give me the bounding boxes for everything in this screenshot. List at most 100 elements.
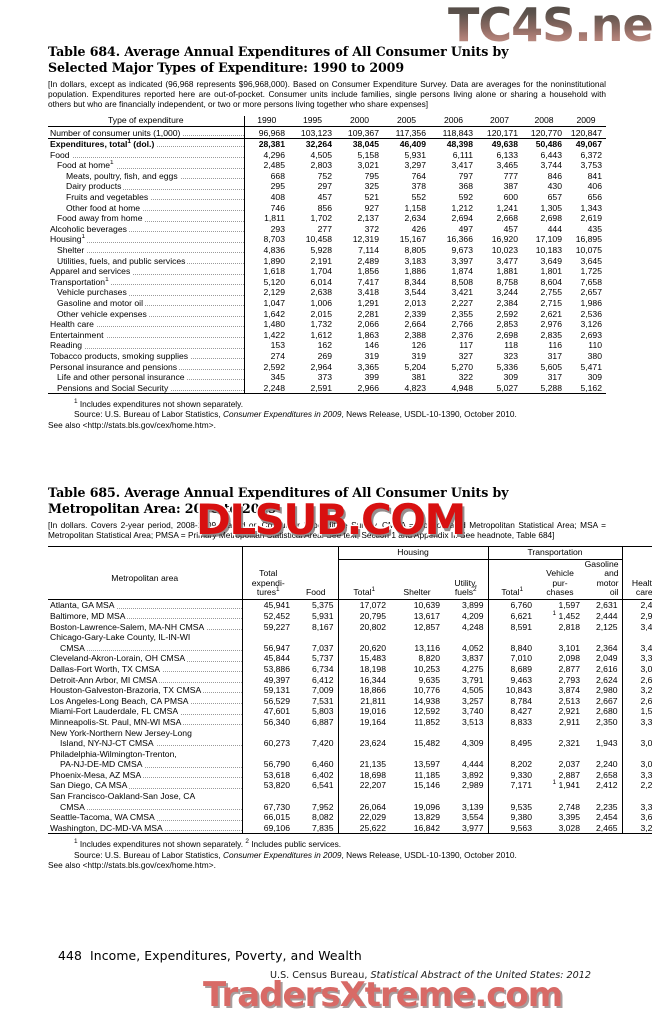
table-cell: 297 (317, 181, 332, 192)
table-684-col-2000: 2000 (349, 114, 370, 125)
table-cell: 7,171 (487, 780, 536, 791)
table-cell: 1,006 (310, 298, 332, 308)
table-cell: 5,375 (294, 599, 338, 611)
table-685-col-health-care: Health care (621, 559, 652, 600)
table-cell: 8,427 (487, 706, 536, 717)
table-cell: 16,920 (491, 234, 518, 245)
row-label: Houston-Galveston-Brazoria, TX CMSA (48, 685, 242, 696)
table-cell (294, 791, 338, 802)
table-cell: 2,680 (596, 706, 618, 717)
table-cell: 3,977 (444, 822, 488, 835)
row-label: Fruits and vegetables (48, 192, 244, 203)
table-cell: 5,120 (243, 276, 289, 288)
table-cell: 668 (243, 170, 289, 182)
table-cell: 10,776 (413, 685, 440, 696)
table-cell (337, 748, 390, 759)
table-cell: 2,355 (451, 308, 473, 319)
table-cell: 2,465 (584, 822, 623, 835)
table-row: Health care 1,480 1,732 2,066 2,664 2,766 2,85… (48, 318, 606, 330)
row-label: Life and other personal insurance (48, 372, 244, 383)
footnote-marker: 1 (74, 398, 78, 406)
table-cell: 327 (458, 350, 473, 361)
table-row: Pensions and Social Security 2,248 2,591 2,… (48, 382, 606, 395)
table-684-col-2007: 2007 (489, 114, 510, 125)
table-cell: 2,536 (580, 308, 602, 319)
table-cell: 5,162 (566, 382, 606, 395)
table-cell: 9,463 (487, 674, 536, 685)
table-row: Baltimore, MD MSA 52,452 5,931 20,795 13,617… (48, 610, 652, 622)
row-label: Personal insurance and pensions (48, 361, 244, 372)
table-cell: 1,811 (243, 212, 289, 224)
row-label: Health care (48, 319, 244, 330)
table-685-col-vehicle-purchases: Vehicle pur- chases (546, 568, 574, 598)
table-cell (621, 748, 652, 759)
table-cell: 5,027 (477, 382, 522, 395)
row-label: Alcoholic beverages (48, 223, 244, 235)
table-cell: 4,948 (430, 382, 477, 395)
table-cell (536, 748, 584, 759)
table-cell: 1,642 (243, 308, 289, 319)
table-cell: 1,890 (243, 255, 289, 266)
table-cell: 1,732 (310, 319, 332, 330)
row-label: Other food at home (48, 202, 244, 213)
table-cell: 3,740 (461, 706, 484, 717)
table-cell (241, 631, 294, 643)
table-cell: 1,702 (310, 213, 332, 224)
table-cell: 444 (547, 223, 562, 234)
table-cell: 3,183 (404, 255, 426, 266)
row-label: Dairy products (48, 181, 244, 192)
table-685-col-utility-fuels: Utility, fuels2 (454, 577, 478, 598)
table-685-group-housing: Housing (337, 546, 488, 560)
table-cell (536, 791, 584, 802)
table-cell: 295 (243, 181, 289, 192)
table-cell: 2,235 (596, 801, 618, 812)
table-cell: 10,843 (487, 684, 536, 696)
table-row: Gasoline and motor oil 1,047 1,006 1,291 2,0… (48, 297, 606, 309)
table-cell: 6,111 (452, 149, 473, 160)
table-cell: 2,818 (558, 621, 580, 632)
table-cell: 5,204 (404, 361, 426, 372)
table-cell: 592 (458, 192, 473, 203)
table-cell: 9,330 (487, 769, 536, 781)
table-cell: 146 (364, 340, 379, 351)
table-cell: 60,273 (241, 737, 294, 749)
table-cell: 1,291 (357, 298, 379, 308)
table-cell: 8,604 (540, 276, 562, 287)
table-cell: 3,244 (496, 287, 518, 298)
row-label: Gasoline and motor oil (48, 298, 244, 309)
table-684-col-2009: 2009 (576, 114, 596, 125)
table-cell: 3,837 (461, 653, 484, 664)
table-cell: 9,380 (487, 811, 536, 823)
row-label: Baltimore, MD MSA (48, 610, 242, 622)
table-cell: 47,601 (241, 706, 294, 717)
page-footer-source: U.S. Census Bureau, Statistical Abstract… (270, 970, 591, 981)
table-cell: 2,616 (596, 663, 618, 674)
table-cell: 20,795 (337, 610, 390, 622)
table-cell: 2,634 (404, 213, 426, 224)
table-684-title-line2: Selected Major Types of Expenditure: 199… (48, 59, 404, 75)
table-cell: 3,021 (357, 160, 379, 171)
table-cell: 10,075 (575, 245, 602, 256)
table-cell: 3,395 (558, 812, 580, 823)
table-cell: 406 (587, 181, 602, 192)
table-cell: 3,239 (621, 822, 652, 835)
table-cell: 381 (411, 372, 426, 383)
table-cell: 5,471 (580, 361, 602, 372)
table-cell: 120,847 (566, 126, 606, 139)
table-row: Entertainment 1,422 1,612 1,863 2,388 2,376 2,… (48, 329, 606, 341)
page-footer: 448 Income, Expenditures, Poverty, and W… (58, 948, 362, 963)
table-cell (487, 748, 536, 759)
table-row: Apparel and services 1,618 1,704 1,856 1,886… (48, 265, 606, 277)
table-cell: 3,744 (540, 160, 562, 171)
table-cell: 4,309 (461, 738, 484, 749)
table-cell: 13,116 (414, 642, 440, 653)
table-cell: 2,624 (596, 674, 618, 685)
table-cell (621, 790, 652, 802)
table-cell: 7,531 (311, 695, 334, 706)
table-cell: 6,621 (487, 610, 536, 622)
table-cell: 4,275 (461, 663, 484, 674)
table-cell: 8,820 (418, 653, 440, 664)
table-cell: 373 (317, 372, 332, 383)
table-cell: 1 1,941 (552, 779, 580, 791)
table-cell: 5,605 (540, 361, 562, 372)
